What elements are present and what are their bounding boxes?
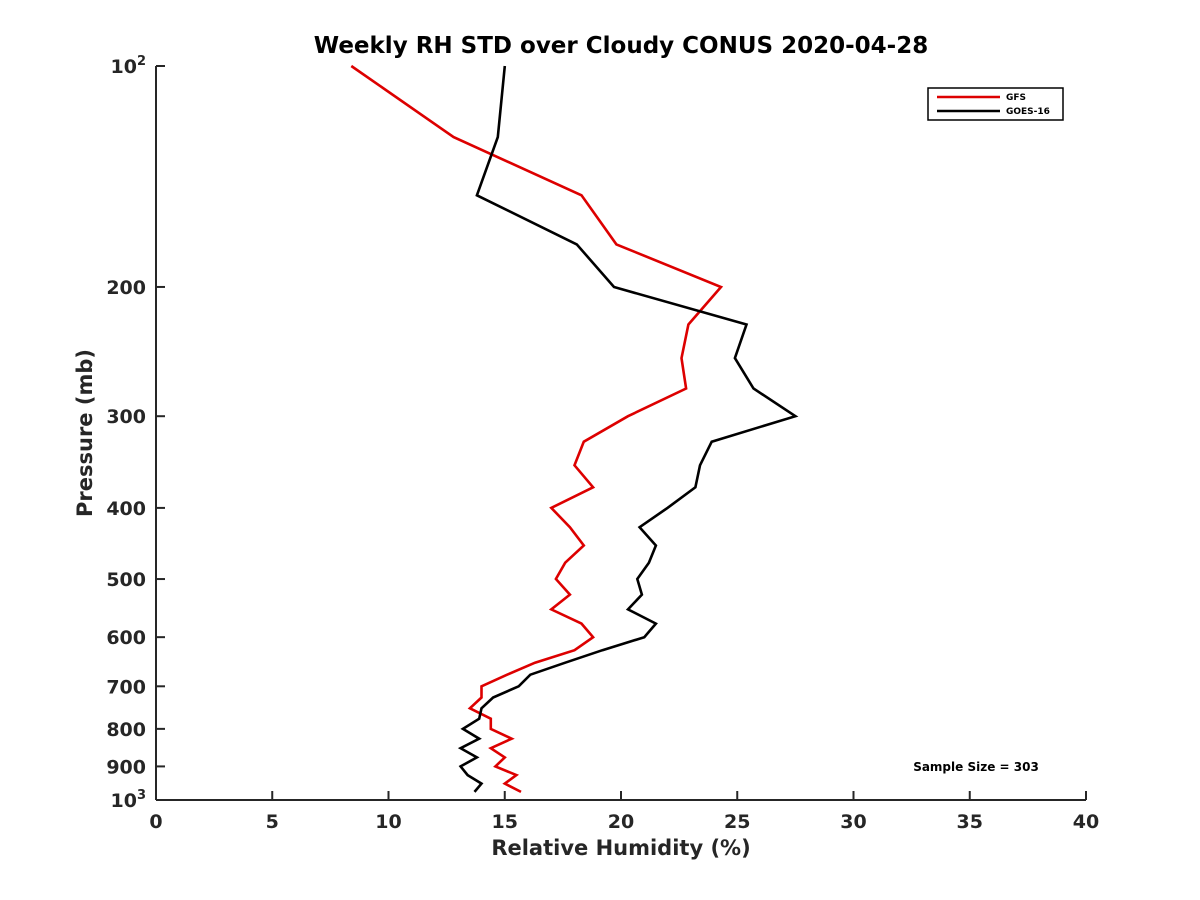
legend-box xyxy=(927,87,1064,121)
chart-title: Weekly RH STD over Cloudy CONUS 2020-04-… xyxy=(314,33,928,59)
x-tick-label: 0 xyxy=(149,811,162,833)
x-tick-label: 25 xyxy=(724,811,750,833)
x-tick-label: 15 xyxy=(492,811,518,833)
x-tick-label: 40 xyxy=(1073,811,1099,833)
legend-label: GFS xyxy=(1006,93,1026,103)
y-tick-label: 102 xyxy=(111,54,147,78)
series-line-gfs xyxy=(350,64,724,794)
y-tick-label: 500 xyxy=(106,569,146,591)
y-tick-label: 103 xyxy=(111,788,147,812)
series-line-goes-16 xyxy=(457,65,799,793)
y-tick-label: 800 xyxy=(106,719,146,741)
x-tick-label: 35 xyxy=(957,811,983,833)
y-tick-label: 700 xyxy=(106,676,146,698)
y-tick-label: 300 xyxy=(106,406,146,428)
x-tick-label: 5 xyxy=(266,811,279,833)
x-axis-label: Relative Humidity (%) xyxy=(491,836,750,860)
x-tick-label: 30 xyxy=(840,811,866,833)
legend: GFS GOES-16 xyxy=(927,87,1064,121)
x-tick-label: 10 xyxy=(375,811,401,833)
y-tick-label: 200 xyxy=(106,277,146,299)
legend-label: GOES-16 xyxy=(1006,107,1050,117)
sample-size-annotation: Sample Size = 303 xyxy=(913,760,1039,774)
x-tick-label: 20 xyxy=(608,811,634,833)
y-axis-label: Pressure (mb) xyxy=(73,349,97,517)
axes-layer: 0 5 10 15 20 25 30 35 40 102 200 300 400 500 600 700 800… xyxy=(106,54,1099,833)
y-tick-label: 400 xyxy=(106,498,146,520)
y-tick-label: 600 xyxy=(106,627,146,649)
series-layer xyxy=(350,64,799,794)
y-tick-label: 900 xyxy=(106,756,146,778)
